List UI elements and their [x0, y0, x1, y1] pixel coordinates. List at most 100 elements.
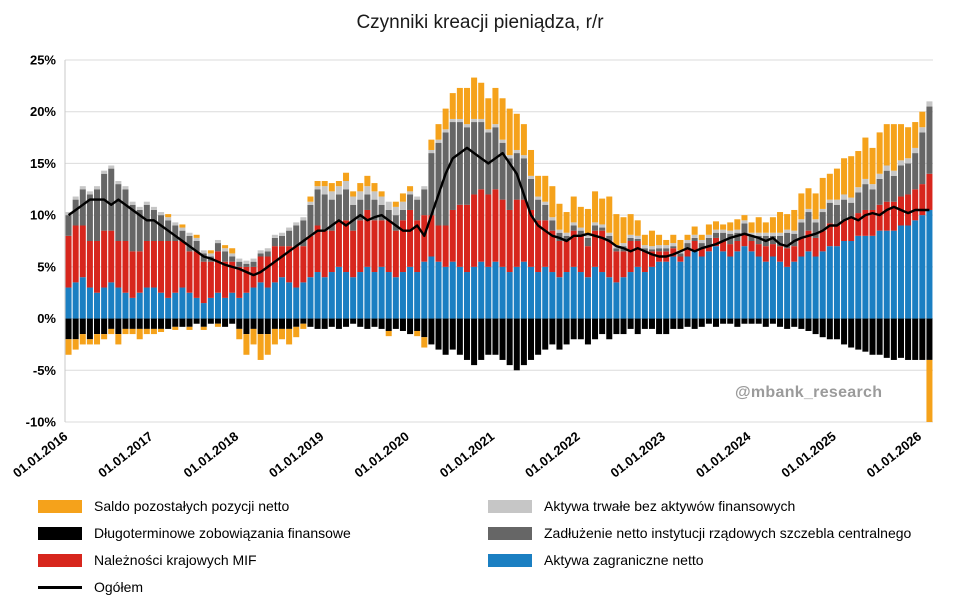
bar-segment — [250, 261, 257, 267]
bar-segment — [705, 251, 712, 319]
bar-segment — [328, 272, 335, 319]
bar-segment — [705, 234, 712, 238]
bar-segment — [819, 212, 826, 231]
bar-segment — [350, 318, 357, 324]
bar-segment — [385, 201, 392, 210]
bar-segment — [535, 318, 542, 355]
bar-segment — [286, 282, 293, 319]
bar-segment — [421, 318, 428, 338]
bar-segment — [663, 239, 670, 246]
legend-label: Należności krajowych MIF — [94, 552, 257, 568]
bar-segment — [805, 212, 812, 231]
bar-segment — [841, 194, 848, 200]
y-tick-label: 25% — [30, 53, 56, 68]
bar-segment — [193, 251, 200, 298]
bar-segment — [812, 256, 819, 319]
bar-segment — [471, 194, 478, 267]
bar-segment — [179, 318, 186, 327]
bar-segment — [86, 318, 93, 340]
bar-segment — [492, 261, 499, 319]
bar-segment — [243, 260, 250, 264]
bar-segment — [485, 98, 492, 130]
bar-segment — [65, 215, 72, 236]
bar-segment — [705, 318, 712, 324]
bar-segment — [819, 251, 826, 319]
bar-segment — [606, 277, 613, 319]
bar-segment — [762, 318, 769, 327]
y-tick-label: -5% — [33, 363, 57, 378]
bar-segment — [314, 225, 321, 273]
bar-segment — [570, 266, 577, 319]
bar-segment — [755, 318, 762, 324]
bar-segment — [371, 272, 378, 319]
bar-segment — [407, 194, 414, 210]
bar-segment — [698, 234, 705, 240]
bar-segment — [862, 137, 869, 179]
stacked-bar-chart: 25% 20% 15% 10% 5% 0% -5% -10%01.01.2016 01.01.2… — [10, 53, 933, 481]
bar-segment — [556, 241, 563, 278]
bar-segment — [841, 199, 848, 221]
bar-segment — [129, 328, 136, 335]
bar-segment — [748, 251, 755, 319]
bar-segment — [421, 215, 428, 262]
bar-segment — [101, 334, 108, 340]
bar-segment — [364, 194, 371, 210]
bar-segment — [890, 318, 897, 360]
bar-segment — [449, 209, 456, 262]
bar-segment — [727, 256, 734, 319]
bar-segment — [656, 245, 663, 249]
bar-segment — [364, 266, 371, 319]
bar-segment — [634, 318, 641, 335]
bar-segment — [86, 287, 93, 319]
y-tick-label: 0% — [37, 311, 56, 326]
bar-segment — [528, 178, 535, 210]
bar-segment — [869, 209, 876, 236]
bar-segment — [115, 241, 122, 288]
bar-segment — [478, 261, 485, 319]
bar-segment — [926, 106, 933, 174]
bar-segment — [385, 220, 392, 273]
bar-segment — [399, 193, 406, 202]
bar-segment — [513, 149, 520, 154]
bar-segment — [179, 224, 186, 228]
bar-segment — [108, 168, 115, 231]
bar-segment — [599, 272, 606, 319]
bar-segment — [791, 230, 798, 234]
bar-segment — [364, 209, 371, 267]
bar-segment — [207, 253, 214, 257]
bar-segment — [599, 198, 606, 225]
bar-segment — [200, 326, 207, 330]
bar-segment — [734, 251, 741, 319]
bar-segment — [563, 272, 570, 319]
bar-segment — [435, 318, 442, 350]
bar-segment — [542, 266, 549, 319]
bar-segment — [343, 272, 350, 319]
bar-segment — [549, 272, 556, 319]
bar-segment — [478, 189, 485, 262]
bar-segment — [307, 204, 314, 236]
bar-segment — [378, 191, 385, 197]
bar-segment — [720, 251, 727, 319]
bar-segment — [471, 118, 478, 123]
bar-segment — [577, 227, 584, 231]
bar-segment — [848, 241, 855, 319]
legend-item-net-foreign-assets: Aktywa zagraniczne netto — [488, 552, 911, 568]
bar-segment — [115, 181, 122, 185]
bar-segment — [691, 234, 698, 238]
bar-segment — [257, 256, 264, 283]
x-tick-label: 01.01.2019 — [266, 429, 327, 481]
bar-segment — [620, 251, 627, 278]
bar-segment — [264, 248, 271, 252]
bar-segment — [449, 93, 456, 119]
bar-segment — [798, 219, 805, 223]
bar-segment — [549, 217, 556, 221]
bar-segment — [741, 318, 748, 324]
bar-segment — [926, 101, 933, 107]
bar-segment — [684, 248, 691, 257]
bar-segment — [371, 199, 378, 221]
bar-segment — [520, 318, 527, 366]
bar-segment — [385, 209, 392, 221]
bar-segment — [741, 233, 748, 247]
bar-segment — [912, 318, 919, 360]
bar-segment — [86, 191, 93, 195]
